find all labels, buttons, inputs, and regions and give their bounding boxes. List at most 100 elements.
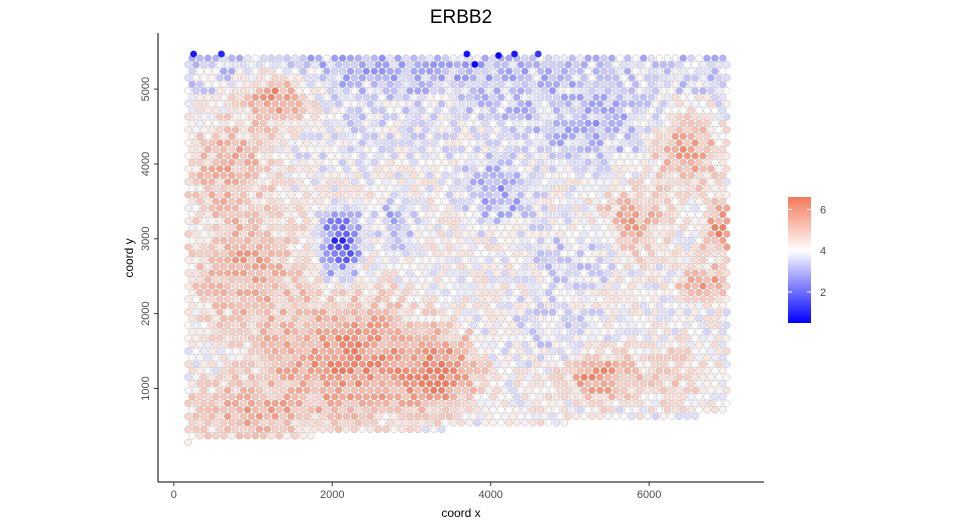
spot xyxy=(410,93,418,101)
spot xyxy=(505,119,513,127)
spot xyxy=(457,197,465,205)
spot xyxy=(588,269,596,277)
spot xyxy=(501,100,509,108)
spot xyxy=(200,308,208,316)
spot xyxy=(513,119,521,127)
spot xyxy=(497,119,505,127)
spot xyxy=(584,119,592,127)
spot xyxy=(204,419,212,427)
spot xyxy=(445,243,454,251)
spot xyxy=(469,217,477,225)
spot xyxy=(259,145,267,153)
spot xyxy=(683,113,691,121)
spot xyxy=(636,74,644,82)
spot xyxy=(699,360,707,368)
spot xyxy=(204,302,212,310)
spot xyxy=(438,321,446,329)
spot xyxy=(232,100,240,108)
spot xyxy=(311,321,319,329)
spot xyxy=(592,328,600,336)
spot xyxy=(398,74,406,82)
spot xyxy=(568,223,576,232)
spot xyxy=(438,87,446,95)
spot xyxy=(533,178,541,186)
spot xyxy=(354,158,362,166)
spot xyxy=(307,106,315,114)
spot xyxy=(497,302,505,310)
spot xyxy=(327,282,335,290)
spot xyxy=(354,419,362,427)
spot xyxy=(529,341,537,349)
spot xyxy=(560,276,568,284)
spot xyxy=(208,152,216,160)
spot xyxy=(255,178,263,186)
spot xyxy=(647,132,656,140)
spot xyxy=(663,80,671,88)
spot xyxy=(184,204,192,212)
spot xyxy=(184,347,192,355)
spot xyxy=(331,276,339,284)
spot xyxy=(695,93,703,101)
spot xyxy=(711,341,719,349)
spot xyxy=(406,152,414,160)
spot xyxy=(342,87,351,95)
spot xyxy=(560,341,568,349)
spot xyxy=(445,126,454,134)
spot xyxy=(204,432,212,440)
spot xyxy=(473,197,481,205)
spot xyxy=(600,302,608,310)
spot xyxy=(422,282,430,290)
spot xyxy=(358,399,366,407)
spot xyxy=(493,152,501,160)
spot xyxy=(564,308,572,316)
spot xyxy=(434,80,442,88)
spot xyxy=(719,67,727,75)
spot xyxy=(572,373,580,381)
spot xyxy=(687,236,695,245)
spot xyxy=(687,67,695,75)
spot xyxy=(564,61,572,69)
spot xyxy=(247,386,256,394)
spot xyxy=(576,197,584,205)
spot xyxy=(481,249,489,258)
spot xyxy=(247,412,256,420)
spot xyxy=(568,289,576,297)
spot xyxy=(402,197,410,205)
spot xyxy=(655,328,663,336)
spot xyxy=(477,295,485,303)
spot xyxy=(382,100,390,108)
spot xyxy=(707,113,715,121)
spot xyxy=(204,106,212,114)
spot xyxy=(335,126,343,134)
spot xyxy=(418,393,426,401)
spot xyxy=(691,113,699,121)
spot xyxy=(541,295,549,303)
spot xyxy=(442,119,450,127)
spot xyxy=(232,178,240,186)
spot xyxy=(537,236,545,245)
spot xyxy=(533,282,541,290)
spot xyxy=(521,328,529,336)
spot xyxy=(723,217,731,225)
spot xyxy=(663,54,671,62)
spot xyxy=(240,321,248,329)
y-tick-label: 3000 xyxy=(140,227,152,251)
spot xyxy=(465,276,473,284)
spot xyxy=(410,393,418,401)
spot xyxy=(374,425,382,433)
spot xyxy=(544,354,553,362)
spot xyxy=(616,393,624,401)
spot xyxy=(350,386,359,394)
spot xyxy=(307,302,315,310)
spot xyxy=(608,341,616,349)
spot xyxy=(366,178,374,186)
spot xyxy=(350,360,359,368)
spot xyxy=(647,249,656,258)
spot xyxy=(303,360,311,368)
spot xyxy=(675,100,683,108)
spot xyxy=(255,113,263,121)
spot xyxy=(687,315,695,323)
spot xyxy=(675,139,683,147)
spot xyxy=(236,315,244,323)
spot xyxy=(521,80,529,88)
